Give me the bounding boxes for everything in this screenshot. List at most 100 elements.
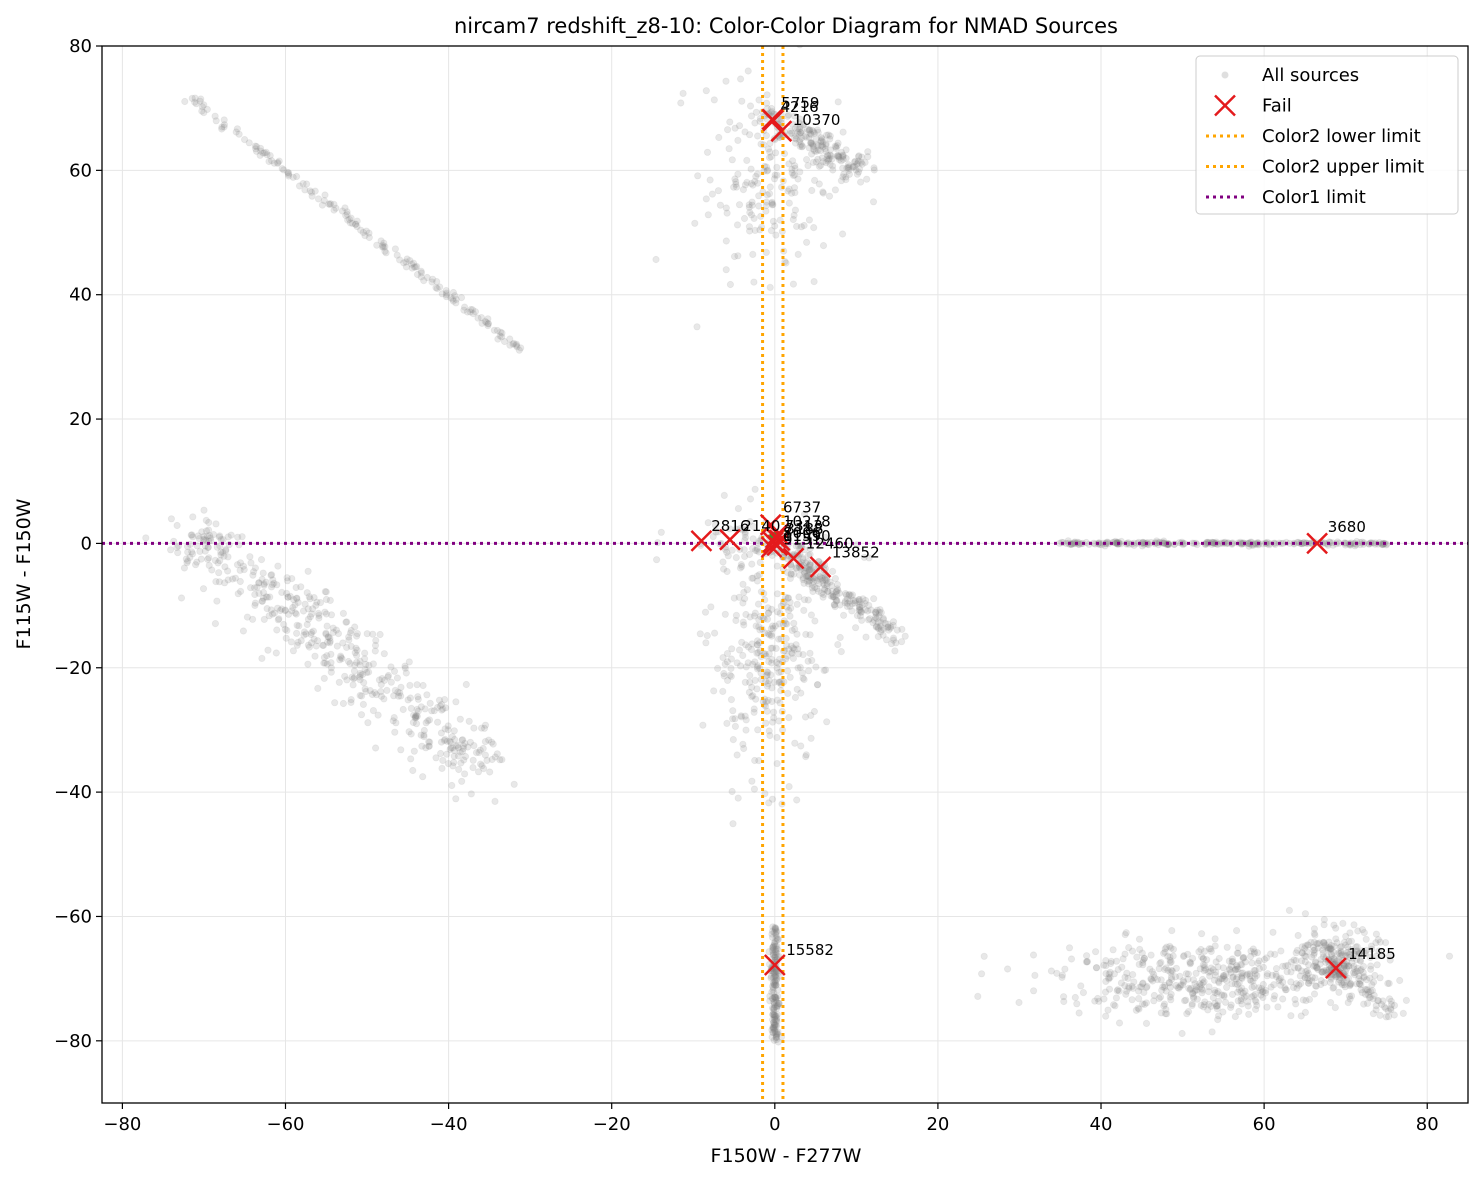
source-point [735, 122, 744, 130]
source-point [387, 663, 395, 671]
source-point [720, 672, 728, 680]
source-point [822, 140, 830, 148]
source-point [736, 75, 745, 83]
source-point [332, 626, 340, 634]
source-point [382, 249, 390, 257]
source-point [812, 135, 820, 143]
source-point [790, 171, 799, 179]
source-point [1073, 1000, 1081, 1008]
source-point [378, 243, 386, 251]
source-point [807, 150, 816, 158]
source-point [393, 251, 401, 259]
source-point [1228, 955, 1237, 963]
source-point [184, 548, 192, 556]
source-point [693, 323, 701, 331]
source-point [380, 650, 388, 658]
source-point [740, 595, 749, 603]
source-point [795, 650, 803, 658]
source-point [809, 141, 817, 149]
legend-label: Color2 lower limit [1262, 126, 1421, 147]
source-point [332, 204, 340, 212]
source-point [857, 158, 865, 167]
source-point [771, 171, 779, 179]
source-point [1220, 992, 1228, 1000]
source-point [458, 736, 467, 744]
source-point [188, 94, 196, 103]
source-point [322, 629, 330, 637]
source-point [212, 520, 220, 528]
source-point [856, 178, 865, 186]
source-point [206, 534, 214, 542]
source-point [808, 656, 816, 665]
source-point [430, 707, 438, 715]
source-point [406, 681, 414, 690]
source-point [762, 201, 771, 210]
source-point [281, 625, 289, 633]
source-point [817, 161, 825, 169]
source-point [1219, 1008, 1227, 1016]
source-point [750, 214, 758, 222]
source-point [769, 1010, 777, 1019]
source-point [1376, 1011, 1384, 1019]
source-point [815, 162, 823, 170]
source-point [745, 203, 753, 211]
source-point [797, 129, 805, 137]
legend-label: Fail [1262, 96, 1292, 117]
source-point [707, 603, 715, 611]
source-point [452, 299, 460, 307]
source-point [750, 612, 759, 620]
source-point [425, 738, 433, 746]
source-point [263, 593, 271, 601]
source-point [1358, 925, 1367, 934]
source-point [250, 584, 259, 592]
source-point [1110, 970, 1119, 978]
source-point [343, 210, 351, 218]
source-point [1332, 935, 1340, 943]
source-point [198, 528, 206, 536]
source-point [869, 198, 878, 206]
source-point [1159, 983, 1167, 991]
source-point [835, 156, 844, 164]
source-point [728, 787, 736, 796]
source-point [1360, 1000, 1368, 1008]
source-point [372, 636, 380, 645]
source-point [652, 255, 660, 264]
source-point [753, 170, 762, 178]
source-point [322, 630, 330, 638]
source-point [437, 729, 445, 737]
source-point [822, 159, 830, 167]
source-point [773, 945, 782, 953]
source-point [797, 223, 806, 231]
source-point [817, 134, 825, 142]
source-point [274, 158, 282, 167]
source-point [268, 580, 276, 589]
source-point [198, 107, 206, 115]
source-point [1229, 973, 1237, 981]
source-point [786, 612, 794, 620]
source-point [806, 130, 815, 138]
source-point [512, 340, 521, 348]
source-point [218, 123, 226, 131]
source-point [423, 273, 431, 282]
source-point [196, 97, 204, 105]
source-point [449, 762, 457, 770]
source-point [498, 755, 506, 764]
source-point [215, 533, 223, 541]
source-point [275, 157, 283, 165]
source-point [723, 567, 731, 576]
source-point [486, 768, 494, 776]
source-point [349, 675, 358, 683]
source-point [390, 713, 398, 722]
source-point [477, 313, 485, 322]
source-point [293, 641, 301, 649]
source-point [308, 610, 316, 618]
source-point [1030, 987, 1038, 995]
source-point [471, 308, 479, 316]
source-point [450, 758, 458, 767]
source-point [380, 695, 388, 703]
source-point [423, 691, 431, 699]
source-point [1263, 1003, 1271, 1011]
source-point [480, 764, 488, 773]
source-point [338, 655, 346, 663]
source-point [752, 622, 760, 630]
